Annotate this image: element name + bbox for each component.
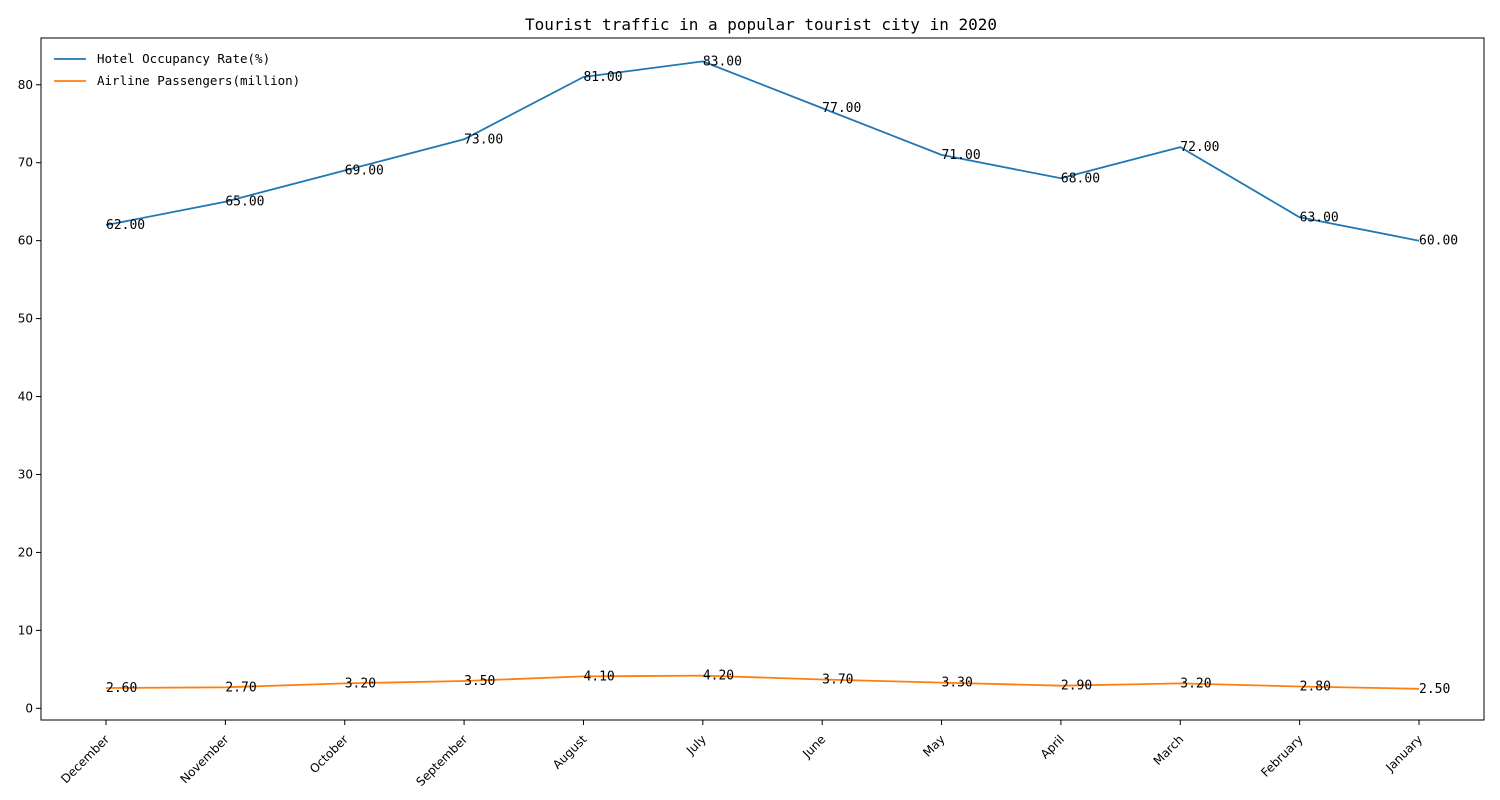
data-label: 62.00 bbox=[106, 218, 145, 233]
x-tick-label: September bbox=[413, 732, 470, 789]
data-label: 77.00 bbox=[822, 101, 861, 116]
y-axis: 0 10 20 30 40 50 60 70 80 bbox=[18, 78, 41, 715]
y-tick-label: 10 bbox=[18, 623, 33, 637]
x-tick-label: June bbox=[799, 732, 828, 761]
data-label: 65.00 bbox=[225, 195, 264, 210]
data-label: 81.00 bbox=[583, 70, 622, 85]
data-label: 2.70 bbox=[225, 680, 256, 695]
y-tick-label: 30 bbox=[18, 467, 33, 481]
x-tick-label: April bbox=[1038, 732, 1067, 761]
x-tick-label: January bbox=[1382, 732, 1425, 775]
x-tick-label: February bbox=[1258, 732, 1306, 780]
series-line bbox=[105, 674, 1420, 690]
data-label: 71.00 bbox=[942, 148, 981, 163]
series-group: 62.00 65.00 69.00 73.00 81.00 83.00 77.00 71.00… bbox=[105, 54, 1458, 249]
x-tick-label: December bbox=[58, 732, 112, 786]
x-tick-label: May bbox=[920, 732, 947, 759]
data-label: 3.50 bbox=[464, 674, 495, 689]
data-label: 3.20 bbox=[1180, 676, 1211, 691]
data-label: 83.00 bbox=[703, 54, 742, 69]
data-label: 4.20 bbox=[703, 669, 734, 684]
data-label: 2.50 bbox=[1419, 682, 1450, 697]
data-label: 72.00 bbox=[1180, 140, 1219, 155]
series-layer: 62.00 65.00 69.00 73.00 81.00 83.00 77.00 71.00… bbox=[105, 54, 1458, 697]
data-label: 3.30 bbox=[942, 676, 973, 691]
data-label: 68.00 bbox=[1061, 171, 1100, 186]
x-tick-label: October bbox=[307, 732, 351, 776]
data-label: 2.80 bbox=[1300, 679, 1331, 694]
legend: Hotel Occupancy Rate(%) Airline Passenger… bbox=[46, 46, 308, 94]
plot-area-frame bbox=[40, 37, 1485, 721]
data-label: 60.00 bbox=[1419, 234, 1458, 249]
data-label: 2.90 bbox=[1061, 679, 1092, 694]
data-label: 3.70 bbox=[822, 672, 853, 687]
x-tick-label: November bbox=[177, 732, 231, 786]
y-tick-label: 40 bbox=[18, 390, 33, 404]
y-tick-label: 60 bbox=[18, 234, 33, 248]
x-tick-label: August bbox=[550, 732, 590, 772]
data-label: 2.60 bbox=[106, 681, 137, 696]
x-tick-label: March bbox=[1151, 732, 1187, 768]
data-label: 69.00 bbox=[345, 164, 384, 179]
x-tick-label: July bbox=[683, 732, 709, 758]
y-tick-label: 0 bbox=[25, 701, 33, 715]
y-tick-label: 70 bbox=[18, 156, 33, 170]
data-label: 73.00 bbox=[464, 132, 503, 147]
legend-label: Airline Passengers(million) bbox=[97, 73, 300, 88]
chart-title: Tourist traffic in a popular tourist cit… bbox=[525, 15, 997, 34]
data-label: 3.20 bbox=[345, 676, 376, 691]
y-tick-label: 80 bbox=[18, 78, 33, 92]
y-tick-label: 50 bbox=[18, 312, 33, 326]
y-tick-label: 20 bbox=[18, 545, 33, 559]
series-group: 2.60 2.70 3.20 3.50 4.10 4.20 3.70 3.30 2.90 3.20… bbox=[105, 669, 1450, 697]
series-line bbox=[105, 60, 1420, 242]
data-label: 63.00 bbox=[1300, 210, 1339, 225]
x-axis: December November October September August Ju… bbox=[58, 720, 1425, 789]
legend-label: Hotel Occupancy Rate(%) bbox=[97, 51, 270, 66]
data-label: 4.10 bbox=[583, 669, 614, 684]
legend-box bbox=[46, 46, 308, 94]
